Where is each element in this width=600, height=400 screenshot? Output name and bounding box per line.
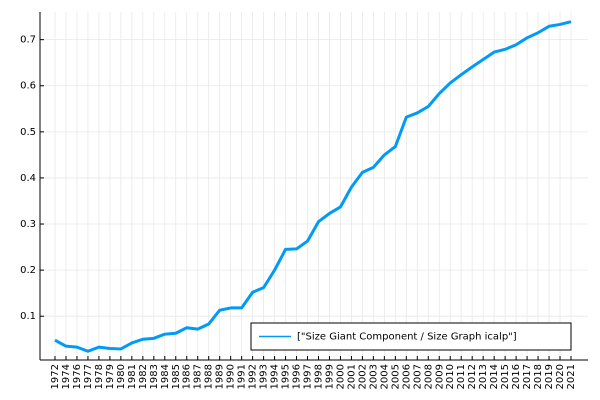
x-tick-label: 1997 <box>303 364 314 389</box>
y-tick-label: 0.1 <box>20 311 36 322</box>
x-tick-label: 1981 <box>127 364 138 389</box>
x-tick-label: 2020 <box>555 364 566 389</box>
x-tick-label: 2008 <box>423 364 434 389</box>
x-tick-label: 1972 <box>50 364 61 389</box>
x-tick-label: 1985 <box>171 364 182 389</box>
x-tick-label: 2013 <box>478 364 489 389</box>
x-tick-label: 2010 <box>445 364 456 389</box>
x-tick-label: 2003 <box>368 364 379 389</box>
x-tick-label: 1976 <box>72 364 83 389</box>
x-tick-label: 2005 <box>390 364 401 389</box>
x-tick-label: 2011 <box>456 364 467 389</box>
y-tick-label: 0.6 <box>20 81 36 92</box>
x-tick-label: 1977 <box>83 364 94 389</box>
x-tick-label: 2016 <box>511 364 522 389</box>
y-tick-label: 0.7 <box>20 35 36 46</box>
x-tick-label: 2009 <box>434 364 445 389</box>
x-tick-label: 1990 <box>226 364 237 389</box>
x-tick-label: 2014 <box>489 364 500 389</box>
legend: ["Size Giant Component / Size Graph ical… <box>250 322 572 351</box>
x-tick-label: 2006 <box>401 364 412 389</box>
x-tick-label: 1995 <box>281 364 292 389</box>
y-tick-label: 0.2 <box>20 265 36 276</box>
x-tick-label: 1988 <box>204 364 215 389</box>
x-tick-label: 1987 <box>193 364 204 389</box>
x-tick-label: 1992 <box>248 364 259 389</box>
y-tick-label: 0.4 <box>20 173 36 184</box>
data-line <box>54 20 572 353</box>
x-tick-label: 1974 <box>61 364 72 389</box>
x-tick-label: 1991 <box>237 364 248 389</box>
x-tick-label: 2018 <box>533 364 544 389</box>
legend-box <box>250 322 572 351</box>
x-tick-label: 2017 <box>522 364 533 389</box>
x-tick-label: 1989 <box>215 364 226 389</box>
legend-label: ["Size Giant Component / Size Graph ical… <box>297 332 517 343</box>
x-tick-label: 2015 <box>500 364 511 389</box>
x-tick-label: 2012 <box>467 364 478 389</box>
x-tick-label: 2019 <box>544 364 555 389</box>
x-tick-label: 1982 <box>138 364 149 389</box>
x-tick-label: 2000 <box>335 364 346 389</box>
x-tick-label: 2002 <box>357 364 368 389</box>
x-tick-label: 1983 <box>149 364 160 389</box>
y-tick-label: 0.5 <box>20 127 36 138</box>
x-tick-label: 1980 <box>116 364 127 389</box>
x-tick-label: 2001 <box>346 364 357 389</box>
y-tick-label: 0.3 <box>20 219 36 230</box>
x-tick-label: 1998 <box>313 364 324 389</box>
x-tick-label: 1978 <box>94 364 105 389</box>
x-tick-label: 1986 <box>182 364 193 389</box>
x-tick-label: 1994 <box>270 364 281 389</box>
x-tick-label: 1996 <box>292 364 303 389</box>
x-tick-label: 2004 <box>379 364 390 389</box>
x-tick-label: 1993 <box>259 364 270 389</box>
x-tick-label: 1979 <box>105 364 116 389</box>
x-tick-label: 1999 <box>324 364 335 389</box>
x-tick-label: 2007 <box>412 364 423 389</box>
x-tick-label: 1984 <box>160 364 171 389</box>
x-tick-label: 2021 <box>566 364 577 389</box>
